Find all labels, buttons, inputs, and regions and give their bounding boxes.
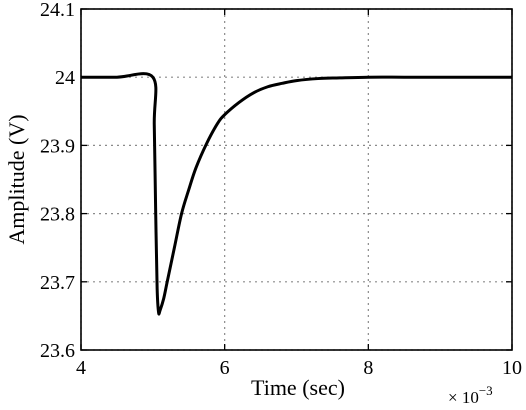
y-tick-label: 23.9	[40, 135, 75, 157]
tick-marks	[80, 8, 513, 351]
x-multiplier-base: × 10	[448, 388, 479, 407]
series-layer	[81, 72, 513, 316]
grid-lines	[80, 8, 513, 351]
y-axis-title: Amplitude (V)	[4, 114, 29, 244]
y-tick-label: 24	[55, 67, 75, 89]
x-tick-label: 4	[76, 357, 86, 379]
series-line-1	[81, 72, 513, 316]
x-multiplier-exponent: −3	[479, 383, 493, 398]
plot-frame	[80, 8, 513, 351]
y-tick-labels: 23.6 23.7 23.8 23.9 24 24.1	[40, 0, 75, 362]
y-tick-label: 24.1	[40, 0, 75, 21]
x-axis-title: Time (sec)	[251, 375, 345, 400]
x-axis-multiplier: × 10−3	[448, 383, 493, 407]
y-tick-label: 23.8	[40, 204, 75, 226]
x-tick-label: 6	[220, 357, 230, 379]
x-tick-labels: 4 6 8 10	[76, 357, 522, 379]
y-tick-label: 23.7	[40, 272, 75, 294]
x-tick-label: 10	[502, 357, 522, 379]
x-tick-label: 8	[363, 357, 373, 379]
y-tick-label: 23.6	[40, 340, 75, 362]
